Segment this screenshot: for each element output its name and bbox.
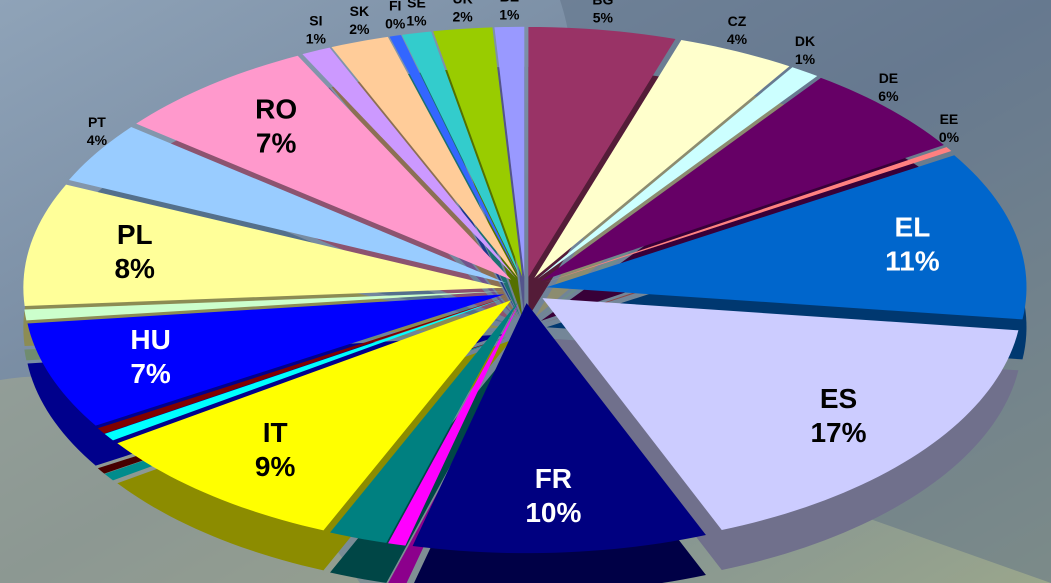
value-label: 1% <box>406 13 427 29</box>
value-label: 4% <box>87 132 108 148</box>
value-label: 6% <box>878 88 899 104</box>
slice-label: EL <box>895 211 931 242</box>
slice-label: UK <box>453 0 473 7</box>
chart: BG 5% CZ 4% DK 1% DE 6% EE 0% EL11% ES17% FR10% IT9% H… <box>0 0 1051 583</box>
value-label: 0% <box>939 129 960 145</box>
value-label: 17% <box>810 417 866 448</box>
slice-label: FR <box>535 463 572 494</box>
value-label: 9% <box>255 451 296 482</box>
value-label: 2% <box>349 21 370 37</box>
slice-label: PT <box>88 114 106 130</box>
slice-label: BE <box>500 0 519 5</box>
slice-label: ES <box>820 383 857 414</box>
slice-label: HU <box>130 324 170 355</box>
value-label: 2% <box>453 9 474 25</box>
value-label: 5% <box>593 10 614 26</box>
slice-label: SI <box>309 12 322 28</box>
value-label: 4% <box>727 31 748 47</box>
slice-label: SK <box>350 3 369 19</box>
slice-label: PL <box>117 219 153 250</box>
value-label: 1% <box>795 51 816 67</box>
slice-label: DK <box>795 33 815 49</box>
slice-label: SE <box>407 0 426 11</box>
slice-label: EE <box>940 111 959 127</box>
value-label: 10% <box>525 497 581 528</box>
value-label: 11% <box>885 245 940 276</box>
value-label: 1% <box>499 7 520 23</box>
slice-label: DE <box>879 70 898 86</box>
value-label: 1% <box>306 30 327 46</box>
value-label: 7% <box>256 127 297 158</box>
slice-label: RO <box>255 93 297 124</box>
slice-label: CZ <box>728 13 747 29</box>
value-label: 0% <box>385 15 406 31</box>
slice-label: FI <box>389 0 401 13</box>
slice-label: IT <box>263 417 288 448</box>
value-label: 8% <box>114 253 155 284</box>
slice-label: BG <box>592 0 613 8</box>
value-label: 7% <box>130 358 171 389</box>
